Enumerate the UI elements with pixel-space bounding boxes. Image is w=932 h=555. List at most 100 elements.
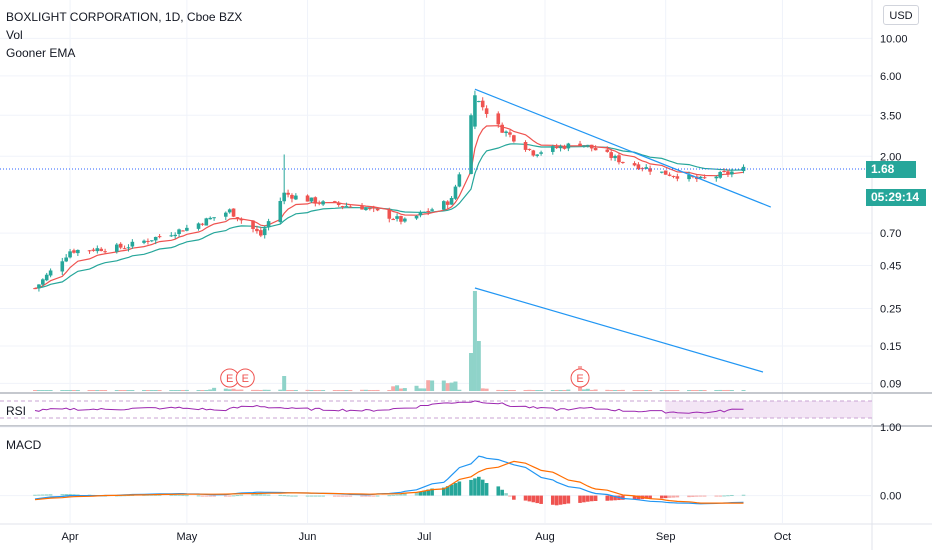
candle-body	[422, 211, 427, 213]
macd-histogram-bar	[453, 483, 458, 496]
candle-body	[613, 155, 617, 159]
macd-histogram-bar	[566, 495, 571, 504]
volume-bar	[418, 388, 423, 391]
macd-histogram-bar	[718, 495, 722, 497]
candle-body	[430, 209, 434, 211]
candle-body	[582, 145, 586, 147]
time-axis-tick: Oct	[774, 531, 791, 543]
candle-body	[181, 230, 185, 232]
macd-histogram-bar	[403, 493, 407, 496]
macd-histogram-bar	[294, 495, 298, 497]
volume-bar	[293, 389, 298, 391]
candle-body	[371, 207, 376, 209]
macd-histogram-bar	[282, 495, 286, 497]
candle-body	[153, 236, 158, 241]
volume-bar	[99, 390, 104, 391]
macd-histogram-bar	[512, 495, 516, 500]
candle-body	[231, 208, 236, 217]
macd-axis-tick: 1.00	[880, 422, 901, 434]
volume-bar	[200, 390, 205, 391]
macd-histogram-bar	[632, 495, 637, 500]
candle-body	[99, 248, 104, 252]
price-axis-tick: 0.70	[880, 228, 901, 240]
volume-bar	[694, 390, 699, 391]
candle-body	[336, 202, 341, 205]
time-axis-tick: Jun	[299, 531, 317, 543]
candle-body	[294, 195, 298, 200]
candle-body	[290, 194, 294, 199]
volume-bar	[605, 389, 610, 391]
volume-bar	[44, 390, 49, 391]
macd-histogram-bar	[262, 494, 267, 496]
volume-bar	[208, 389, 213, 391]
macd-histogram-bar	[332, 495, 337, 497]
macd-histogram-bar	[360, 495, 364, 497]
candle-body	[255, 228, 259, 232]
macd-histogram-bar	[259, 494, 263, 496]
volume-bar	[286, 390, 291, 391]
candle-body	[360, 206, 364, 210]
candle-body	[566, 143, 571, 149]
candle-body	[496, 113, 501, 125]
volume-bar	[387, 390, 392, 391]
candle-body	[741, 166, 746, 172]
macd-histogram-bar	[722, 495, 726, 497]
candle-body	[146, 240, 150, 242]
volume-bar	[690, 390, 695, 391]
macd-histogram-bar	[663, 495, 668, 499]
volume-bar	[640, 390, 645, 391]
volume-bar	[566, 389, 571, 391]
macd-histogram-bar	[72, 494, 76, 496]
macd-histogram-bar	[364, 495, 368, 497]
earnings-marker	[235, 368, 255, 388]
volume-bar	[562, 390, 567, 391]
macd-histogram-bar	[44, 494, 49, 496]
macd-histogram-bar	[496, 486, 501, 496]
rsi-line	[34, 400, 744, 414]
candle-body	[44, 274, 49, 281]
volume-bar	[309, 390, 314, 391]
volume-bar	[204, 390, 209, 391]
macd-histogram-bar	[387, 495, 392, 497]
candle-body	[632, 163, 637, 166]
candle-body	[68, 251, 72, 258]
macd-histogram-bar	[177, 494, 181, 496]
price-axis-tick: 0.45	[880, 261, 901, 273]
volume-legend: Vol	[6, 28, 23, 42]
volume-bar	[223, 388, 228, 391]
macd-histogram-bar	[531, 495, 536, 503]
volume-bar	[702, 390, 707, 391]
macd-histogram-bar	[204, 495, 209, 497]
candle-body	[659, 171, 664, 173]
volume-bar	[449, 382, 454, 391]
volume-bar	[367, 390, 372, 391]
earnings-marker	[570, 368, 590, 388]
symbol-title: BOXLIGHT CORPORATION, 1D, Cboe BZX	[6, 10, 243, 24]
candle-body	[91, 249, 96, 251]
candle-body	[344, 205, 349, 207]
volume-bar	[616, 390, 621, 391]
candle-body	[523, 142, 528, 150]
candle-body	[177, 229, 181, 235]
macd-histogram-bar	[550, 495, 555, 505]
candle-body	[399, 216, 403, 222]
candle-body	[60, 261, 65, 272]
macd-histogram-bar	[37, 494, 41, 496]
macd-histogram-bar	[671, 495, 676, 498]
candle-body	[687, 174, 691, 180]
volume-bar	[395, 385, 400, 391]
candle-body	[235, 217, 240, 220]
volume-bar	[620, 389, 625, 391]
candle-body	[169, 235, 174, 237]
volume-bar	[741, 390, 746, 391]
volume-bar	[344, 390, 349, 391]
candle-body	[282, 192, 286, 202]
candle-body	[208, 217, 213, 220]
currency-button[interactable]: USD	[883, 5, 919, 25]
macd-histogram-bar	[714, 495, 719, 497]
macd-histogram-bar	[173, 494, 177, 496]
macd-histogram-bar	[290, 495, 294, 497]
price-axis-tick: 6.00	[880, 71, 901, 83]
